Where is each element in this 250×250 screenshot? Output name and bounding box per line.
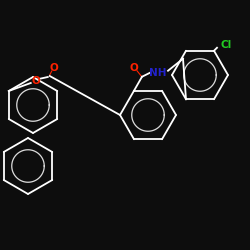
Text: O: O	[130, 63, 138, 73]
Text: O: O	[32, 76, 40, 86]
Text: NH: NH	[149, 68, 167, 78]
Text: O: O	[50, 63, 58, 73]
Text: Cl: Cl	[220, 40, 232, 50]
